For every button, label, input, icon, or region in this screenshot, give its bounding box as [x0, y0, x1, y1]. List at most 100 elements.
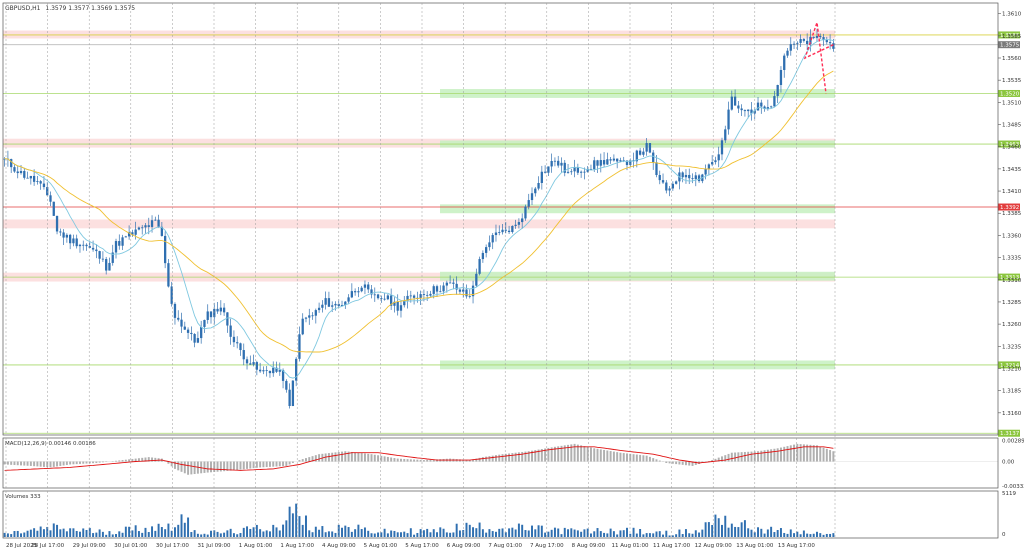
- x-tick-label: 1 Aug 01:00: [239, 543, 273, 549]
- candle-body: [232, 336, 236, 343]
- candle-body: [792, 43, 796, 45]
- candle-body: [576, 167, 580, 173]
- macd-panel-frame: [2, 437, 999, 489]
- candle-body: [69, 234, 72, 244]
- candle-body: [570, 171, 573, 173]
- candle-body: [183, 326, 186, 330]
- candle-body: [737, 105, 740, 109]
- candle-body: [504, 229, 507, 231]
- candle-body: [825, 40, 828, 43]
- candle-body: [291, 380, 295, 406]
- volume-tick-label: 5119: [1002, 491, 1016, 497]
- candle-body: [429, 293, 432, 296]
- candle-body: [822, 37, 825, 41]
- x-tick-label: 7 Aug 17:00: [530, 543, 564, 549]
- candle-body: [173, 303, 177, 318]
- candle-body: [485, 247, 488, 253]
- candle-body: [399, 305, 403, 311]
- macd-tick-label: 0.00: [1002, 460, 1015, 466]
- candle-body: [55, 215, 59, 232]
- candle-body: [471, 285, 475, 297]
- y-tick-label: 1.3160: [1002, 411, 1022, 417]
- candle-body: [52, 201, 55, 216]
- candle-body: [321, 304, 324, 308]
- candle-body: [331, 305, 334, 307]
- candle-body: [203, 319, 206, 327]
- candle-body: [170, 286, 173, 304]
- x-tick-label: 1 Aug 17:00: [280, 543, 314, 549]
- candle-body: [180, 319, 183, 327]
- candle-body: [386, 295, 390, 300]
- candle-body: [573, 167, 576, 172]
- candle-body: [665, 182, 668, 191]
- level-label-bg: [998, 41, 1020, 49]
- candle-body: [521, 218, 524, 223]
- candle-body: [403, 300, 406, 306]
- candle-body: [65, 234, 69, 238]
- candle-body: [91, 247, 95, 250]
- x-tick-label: 11 Aug 17:00: [653, 543, 691, 549]
- candle-body: [317, 307, 321, 311]
- candle-body: [658, 175, 661, 181]
- candle-body: [298, 334, 301, 359]
- candle-body: [494, 232, 498, 236]
- candle-body: [806, 40, 809, 45]
- candle-body: [308, 315, 311, 318]
- candle-body: [340, 304, 344, 306]
- candle-body: [49, 195, 52, 202]
- candle-body: [127, 232, 131, 237]
- x-tick-label: 12 Aug 09:00: [695, 543, 733, 549]
- candle-body: [13, 167, 16, 172]
- candle-body: [501, 229, 504, 233]
- level-label: 1.3463: [1000, 142, 1020, 148]
- candle-body: [455, 283, 458, 290]
- candle-body: [137, 227, 141, 230]
- candle-body: [655, 162, 658, 176]
- candle-body: [507, 230, 511, 233]
- candle-body: [288, 389, 291, 406]
- y-tick-label: 1.3535: [1002, 78, 1022, 84]
- y-tick-label: 1.3435: [1002, 167, 1022, 173]
- candle-body: [547, 166, 550, 173]
- candle-body: [16, 171, 19, 174]
- candle-body: [458, 289, 462, 292]
- candle-body: [756, 102, 760, 111]
- candle-body: [406, 295, 409, 301]
- forecast-path: [803, 22, 834, 94]
- candle-body: [193, 334, 196, 343]
- candle-body: [448, 282, 452, 284]
- x-tick-label: 5 Aug 01:00: [364, 543, 398, 549]
- candle-body: [10, 159, 13, 168]
- candle-body: [491, 235, 494, 243]
- candle-body: [285, 380, 288, 390]
- candle-body: [101, 258, 105, 260]
- candle-body: [105, 259, 108, 271]
- y-tick-label: 1.3260: [1002, 322, 1022, 328]
- y-tick-label: 1.3460: [1002, 145, 1022, 151]
- y-tick-label: 1.3185: [1002, 389, 1022, 395]
- candle-body: [720, 140, 724, 155]
- candle-body: [498, 232, 501, 233]
- candle-body: [704, 168, 707, 175]
- candle-body: [334, 303, 337, 306]
- candle-body: [439, 291, 442, 293]
- y-tick-label: 1.3285: [1002, 300, 1022, 306]
- candle-body: [815, 35, 819, 38]
- candle-body: [661, 180, 665, 183]
- candle-body: [612, 158, 616, 161]
- candle-body: [819, 35, 822, 38]
- candle-body: [367, 284, 370, 290]
- candle-body: [219, 307, 222, 312]
- candle-body: [281, 370, 285, 381]
- candle-body: [625, 160, 629, 166]
- candle-body: [635, 150, 638, 162]
- macd-tick-label: -0.00332: [1002, 484, 1024, 490]
- y-tick-label: 1.3310: [1002, 278, 1022, 284]
- candle-body: [442, 285, 445, 292]
- x-tick-label: 8 Aug 09:00: [572, 543, 606, 549]
- candle-body: [435, 286, 439, 292]
- candle-body: [147, 225, 150, 227]
- candle-body: [78, 244, 82, 247]
